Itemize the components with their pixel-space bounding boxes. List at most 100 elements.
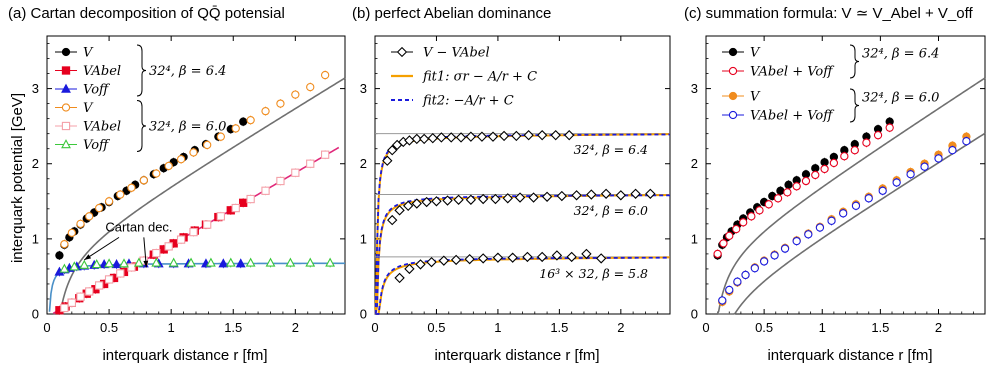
panel-b-data-point [600,188,612,199]
panel-a-data-point [261,106,270,116]
panel-c-data-point [840,152,849,161]
panel-a-annotation: Cartan dec. [83,219,173,268]
panel-c-data-point [829,158,839,168]
legend-label: Voff [83,83,111,98]
panel-a-data-point [306,82,315,92]
panel-c-data-point [733,277,742,286]
legend-marker [396,46,408,58]
panel-a-data-point [203,220,212,229]
panel-a-data-point [119,258,129,268]
panel-a-data-point [127,183,136,192]
panel-c-data-point [815,223,825,232]
panel-c-data-point [783,188,792,197]
panel-b-data-point [453,194,464,205]
panel-b-x-tick-label: 0 [371,320,378,335]
panel-b-data-point [464,253,475,265]
panel-b-data-point [536,251,548,263]
panel-c-data-point [780,244,790,253]
panel-c-data-point [725,285,734,295]
panel-c-data-point [850,146,859,155]
panel-b-data-point [630,188,641,199]
panel-a-series-5 [59,257,336,274]
panel-b-data-point [551,250,563,261]
panel-b-data-point [442,195,453,206]
panel-c-data-point [739,218,748,227]
legend-label: V [750,90,761,105]
panel-a-data-point [176,155,186,164]
panel-a-x-tick-label: 1.5 [224,320,242,335]
panel-c-data-point [804,230,813,239]
panel-b-data-point [523,130,534,141]
panel-b-series-2 [394,248,607,284]
panel-c-data-point [962,137,971,146]
panel-a-data-point [116,269,125,278]
panel-b-data-point [411,133,422,145]
legend-label: VAbel + Voff [750,109,835,124]
panel-c-data-point [820,164,829,174]
panel-c-data-point [718,296,727,305]
panel-a-series-4 [60,150,330,313]
panel-b-data-point [450,254,462,266]
panel-b-data-point [550,130,561,141]
panel-c-data-point [773,194,783,203]
panel-b-data-point [426,256,437,268]
panel-b-lattice-label: 32⁴, β = 6.4 [574,142,648,157]
panel-a-data-point [291,90,300,99]
panel-c: 0 0.5 1 1.5 2 0 1 2 3 V VAbel + Voff V VAbel + Voff 3… [691,35,986,335]
panel-b-data-point [477,253,489,264]
panel-b-y-tick-label: 2 [360,156,367,171]
panel-a-data-point [325,257,336,267]
panel-b-data-point [446,132,457,143]
panel-b-data-point [404,263,415,275]
panel-a-data-point [104,258,115,268]
panel-b-data-point [536,130,548,141]
annotation-arrow [83,236,120,261]
panel-b-data-point [394,205,405,216]
panel-c-y-tick-label: 0 [691,307,698,322]
panel-b-x-tick-label: 1 [494,320,501,335]
panel-c-data-point [864,194,873,203]
panel-a-data-point [189,227,198,237]
panel-b-data-point [615,190,627,201]
legend-label: VAbel [83,64,121,79]
panel-b-series-1 [387,188,656,226]
panel-a-x-tick-label: 1 [168,320,175,335]
panel-b-data-point [403,200,414,211]
legend-label: V − VAbel [423,46,490,61]
panel-b-data-point [498,130,510,142]
panel-b-data-point [492,252,504,263]
panel-a-data-point [79,259,90,269]
legend-label: Voff [83,138,111,153]
panel-a-x-tick-label: 0.5 [100,320,118,335]
panel-a-data-point [306,159,315,168]
legend-brace [136,44,147,97]
panel-b-fit2-curve [375,256,670,315]
annotation-arrowhead [84,254,92,260]
legend-label: VAbel [83,120,121,135]
panel-a-x-axis-label: interquark distance r [fm] [102,347,267,364]
panel-a-x-tick-label: 0 [43,320,50,335]
legend-marker [61,47,71,57]
panel-a-data-point [305,257,316,267]
panel-a-data-point [104,197,114,206]
panel-c-x-tick-label: 2 [935,320,942,335]
panel-a-data-point [186,257,196,267]
panel-a-y-tick-label: 1 [32,231,39,246]
panel-b-data-point [541,191,553,202]
panel-c-data-point [776,186,785,195]
panel-a-data-point [285,257,296,267]
panel-a-data-point [265,257,276,267]
panel-c-data-point [770,251,779,260]
legend-label: fit1: σr − A/r + C [422,70,537,85]
panel-b-data-point [522,251,533,263]
y-axis-label: interquark potential [GeV] [9,93,26,263]
panel-a-y-tick-label: 2 [32,156,39,171]
panel-c-y-tick-label: 3 [691,81,698,96]
panel-b-data-point [556,190,568,202]
panel-a-data-point [218,258,229,268]
panel-c-x-tick-label: 1 [819,320,826,335]
panel-b-legend: V − VAbel fit1: σr − A/r + C fit2: −A/r + … [391,46,537,109]
panel-b-fit1-curve [374,133,671,315]
panel-c-fit-curve [711,77,986,315]
